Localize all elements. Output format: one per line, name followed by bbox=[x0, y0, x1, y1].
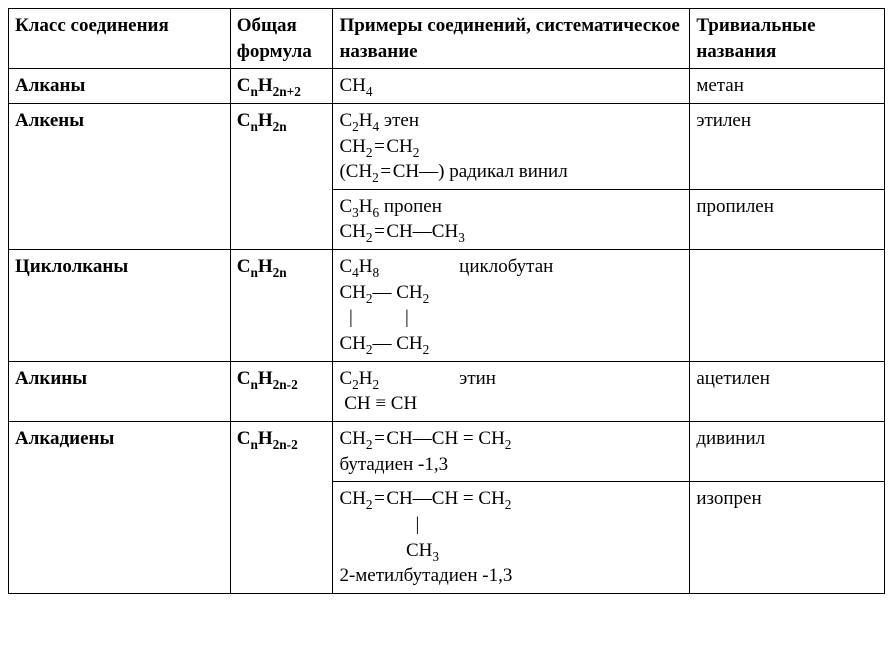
cell-trivial: пропилен bbox=[690, 189, 885, 249]
cell-example: C2H2этин CH ≡ CH bbox=[333, 361, 690, 421]
table-row: АлкиныCnH2n-2C2H2этин CH ≡ CHацетилен bbox=[9, 361, 885, 421]
cell-class: Алканы bbox=[9, 69, 231, 104]
header-example: Примеры соединений, систематическое назв… bbox=[333, 9, 690, 69]
header-formula: Общая формула bbox=[230, 9, 333, 69]
compounds-table: Класс соединения Общая формула Примеры с… bbox=[8, 8, 885, 594]
cell-formula: CnH2n+2 bbox=[230, 69, 333, 104]
cell-formula: CnH2n bbox=[230, 103, 333, 249]
header-trivial: Тривиальные названия bbox=[690, 9, 885, 69]
cell-class: Циклолканы bbox=[9, 250, 231, 362]
table-row: АлканыCnH2n+2CH4метан bbox=[9, 69, 885, 104]
cell-trivial: изопрен bbox=[690, 482, 885, 594]
cell-formula: CnH2n-2 bbox=[230, 421, 333, 593]
table-row: АлкадиеныCnH2n-2CH2 = CH—CH = CH2бутадие… bbox=[9, 421, 885, 481]
cell-example: C3H6 пропенCH2 = CH—CH3 bbox=[333, 189, 690, 249]
cell-class: Алкины bbox=[9, 361, 231, 421]
cell-class: Алкадиены bbox=[9, 421, 231, 593]
table-row: АлкеныCnH2nC2H4 этенCH2 = CH2(CH2 = CH—)… bbox=[9, 103, 885, 189]
cell-formula: CnH2n-2 bbox=[230, 361, 333, 421]
table-row: ЦиклолканыCnH2nC4H8циклобутанCH2— CH2 | … bbox=[9, 250, 885, 362]
table-header-row: Класс соединения Общая формула Примеры с… bbox=[9, 9, 885, 69]
cell-formula: CnH2n bbox=[230, 250, 333, 362]
cell-trivial: ацетилен bbox=[690, 361, 885, 421]
cell-example: CH2 = CH—CH = CH2 | CH32-метилбутадиен -… bbox=[333, 482, 690, 594]
cell-class: Алкены bbox=[9, 103, 231, 249]
cell-trivial: дивинил bbox=[690, 421, 885, 481]
cell-trivial: метан bbox=[690, 69, 885, 104]
cell-trivial bbox=[690, 250, 885, 362]
table-body: АлканыCnH2n+2CH4метанАлкеныCnH2nC2H4 эте… bbox=[9, 69, 885, 594]
header-class: Класс соединения bbox=[9, 9, 231, 69]
cell-example: C2H4 этенCH2 = CH2(CH2 = CH—) радикал ви… bbox=[333, 103, 690, 189]
cell-trivial: этилен bbox=[690, 103, 885, 189]
cell-example: CH4 bbox=[333, 69, 690, 104]
cell-example: CH2 = CH—CH = CH2бутадиен -1,3 bbox=[333, 421, 690, 481]
cell-example: C4H8циклобутанCH2— CH2 | | CH2— CH2 bbox=[333, 250, 690, 362]
